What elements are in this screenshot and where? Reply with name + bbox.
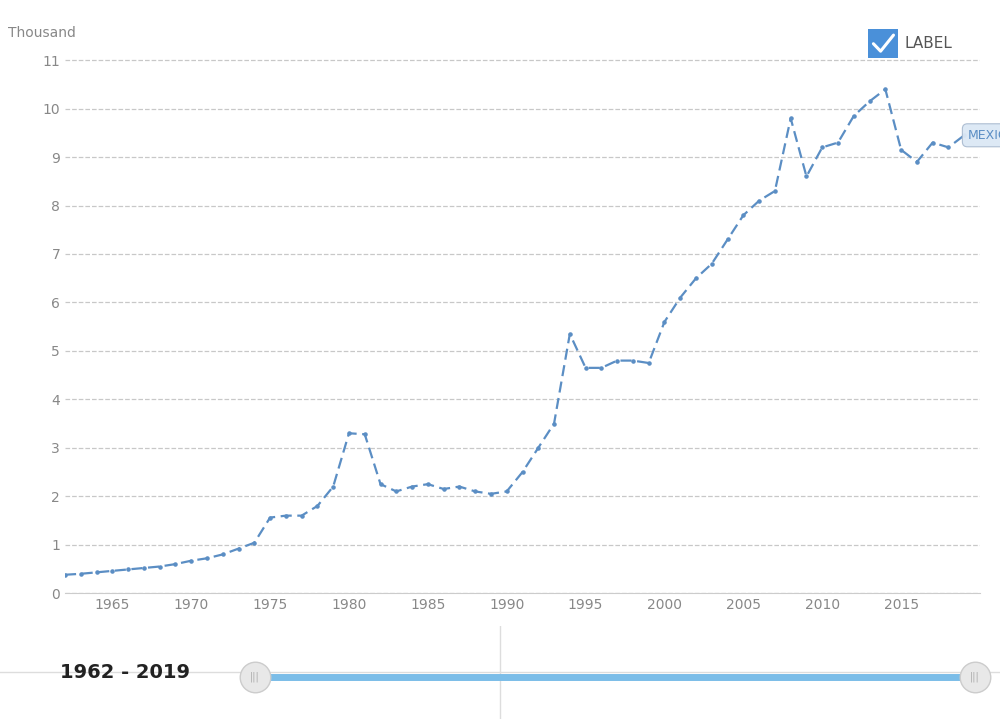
Text: |||: ||| xyxy=(250,672,260,682)
Text: Thousand: Thousand xyxy=(8,26,76,40)
Text: 1962 - 2019: 1962 - 2019 xyxy=(60,663,190,682)
Text: LABEL: LABEL xyxy=(905,36,953,50)
Text: MEXICO: MEXICO xyxy=(967,129,1000,142)
FancyBboxPatch shape xyxy=(867,28,899,58)
Text: |||: ||| xyxy=(970,672,980,682)
